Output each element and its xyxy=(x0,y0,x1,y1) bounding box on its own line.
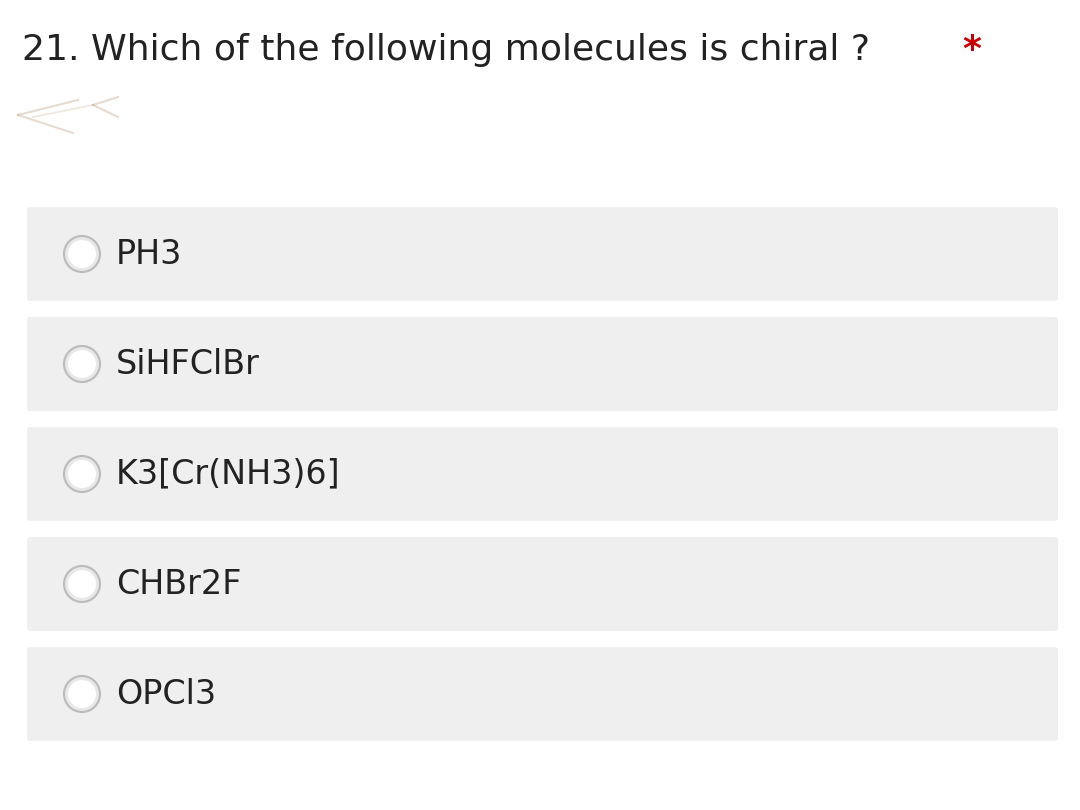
Circle shape xyxy=(64,676,100,712)
FancyBboxPatch shape xyxy=(27,427,1058,521)
Circle shape xyxy=(64,566,100,602)
FancyBboxPatch shape xyxy=(27,647,1058,741)
Circle shape xyxy=(68,350,96,378)
Text: K3[Cr(NH3)6]: K3[Cr(NH3)6] xyxy=(116,458,340,491)
Text: 21. Which of the following molecules is chiral ?: 21. Which of the following molecules is … xyxy=(22,33,881,67)
Circle shape xyxy=(64,236,100,272)
Text: *: * xyxy=(962,33,981,67)
Text: SiHFClBr: SiHFClBr xyxy=(116,347,260,381)
FancyBboxPatch shape xyxy=(27,537,1058,631)
Text: OPCl3: OPCl3 xyxy=(116,677,216,710)
FancyBboxPatch shape xyxy=(27,317,1058,411)
Circle shape xyxy=(64,346,100,382)
Circle shape xyxy=(68,460,96,488)
Circle shape xyxy=(68,570,96,598)
Text: CHBr2F: CHBr2F xyxy=(116,568,242,600)
Circle shape xyxy=(68,240,96,268)
Circle shape xyxy=(68,680,96,708)
Circle shape xyxy=(64,456,100,492)
FancyBboxPatch shape xyxy=(27,207,1058,301)
Text: PH3: PH3 xyxy=(116,237,183,271)
